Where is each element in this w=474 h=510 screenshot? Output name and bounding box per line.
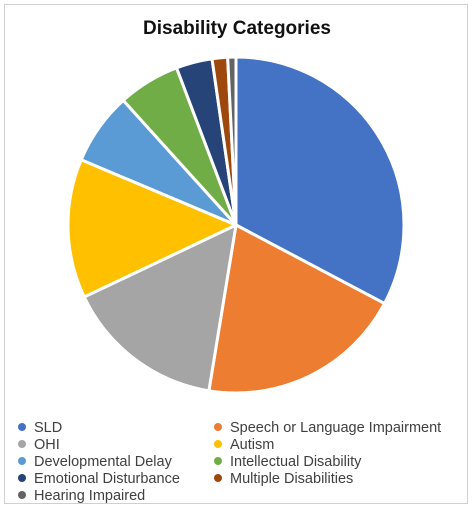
legend-item-intellectual-disability: Intellectual Disability bbox=[214, 454, 361, 471]
legend-swatch bbox=[214, 440, 222, 448]
legend-swatch bbox=[214, 474, 222, 482]
legend-label: OHI bbox=[34, 437, 60, 453]
legend-label: SLD bbox=[34, 420, 63, 436]
chart-title: Disability Categories bbox=[143, 18, 331, 39]
legend-swatch bbox=[214, 423, 222, 431]
pie-slice-ohi bbox=[82, 223, 238, 393]
legend-item-emotional-disturbance: Emotional Disturbance bbox=[18, 471, 180, 488]
pie-slice-speech-or-language-impairment bbox=[207, 223, 387, 395]
legend-label: Hearing Impaired bbox=[34, 488, 146, 504]
legend-item-speech-or-language-impairment: Speech or Language Impairment bbox=[214, 420, 441, 437]
legend-label: Autism bbox=[230, 437, 275, 453]
pie-slice-autism bbox=[66, 158, 238, 299]
legend-label: Developmental Delay bbox=[34, 454, 172, 470]
legend-label: Multiple Disabilities bbox=[230, 471, 354, 487]
legend-swatch bbox=[18, 457, 26, 465]
legend-swatch bbox=[214, 457, 222, 465]
legend-swatch bbox=[18, 423, 26, 431]
legend-label: Intellectual Disability bbox=[230, 454, 362, 470]
legend-item-ohi: OHI bbox=[18, 437, 60, 454]
legend-item-autism: Autism bbox=[214, 437, 274, 454]
legend-swatch bbox=[18, 440, 26, 448]
legend-item-hearing-impaired: Hearing Impaired bbox=[18, 488, 145, 505]
legend-item-sld: SLD bbox=[18, 420, 62, 437]
legend-swatch bbox=[18, 474, 26, 482]
pie-chart bbox=[66, 55, 406, 395]
legend-label: Emotional Disturbance bbox=[34, 471, 180, 487]
pie-slice-sld bbox=[234, 55, 406, 305]
legend-label: Speech or Language Impairment bbox=[230, 420, 442, 436]
pie-slice-hearing-impaired bbox=[226, 55, 238, 227]
legend-item-developmental-delay: Developmental Delay bbox=[18, 454, 172, 471]
legend-item-multiple-disabilities: Multiple Disabilities bbox=[214, 471, 353, 488]
legend-swatch bbox=[18, 491, 26, 499]
